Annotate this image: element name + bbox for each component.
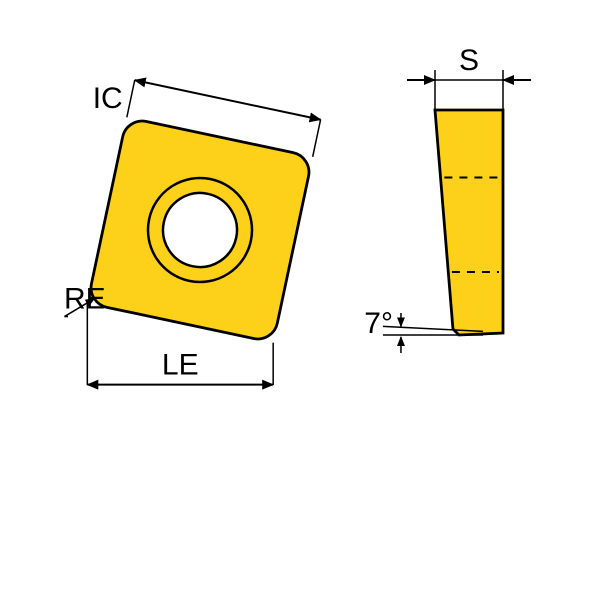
side-view: S 7°: [364, 44, 531, 353]
label-s: S: [459, 44, 479, 77]
label-angle: 7°: [364, 307, 393, 340]
label-le: LE: [162, 349, 199, 382]
label-re: RE: [64, 283, 106, 316]
label-ic: IC: [93, 82, 123, 115]
front-view: IC LE RE: [64, 80, 321, 385]
technical-drawing: IC LE RE S 7°: [0, 0, 600, 600]
side-profile: [435, 110, 503, 335]
